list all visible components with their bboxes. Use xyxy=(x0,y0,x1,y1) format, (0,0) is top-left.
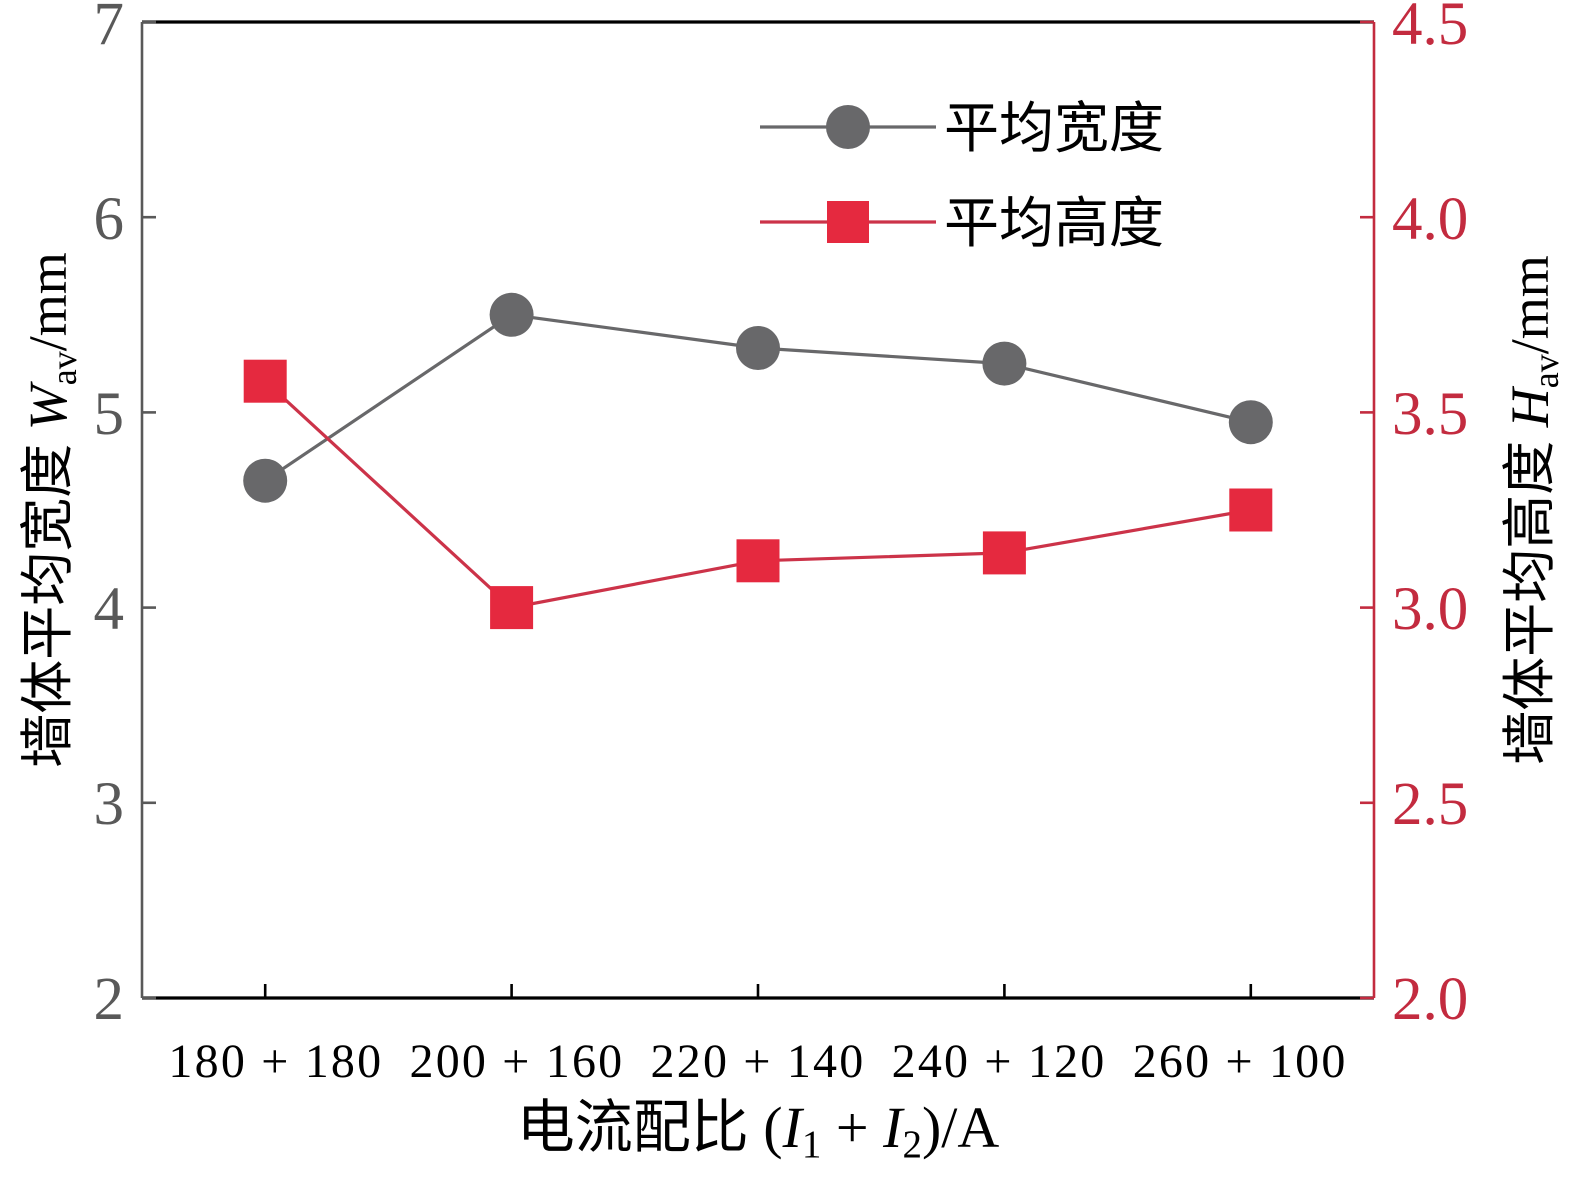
svg-text:180 + 180 200 + 160 220 + 140: 180 + 180 200 + 160 220 + 140 240 + 120 … xyxy=(168,1035,1347,1088)
svg-text:墙体平均宽度 Wav/mm: 墙体平均宽度 Wav/mm xyxy=(18,252,84,767)
svg-text:2: 2 xyxy=(94,966,125,1033)
svg-text:6: 6 xyxy=(94,186,125,253)
svg-text:3.0: 3.0 xyxy=(1392,576,1468,643)
svg-text:7: 7 xyxy=(94,0,125,58)
svg-text:4.5: 4.5 xyxy=(1392,0,1468,58)
svg-text:4: 4 xyxy=(94,576,125,643)
svg-text:电流配比 (I1 + I2)/A: 电流配比 (I1 + I2)/A xyxy=(517,1095,1000,1166)
svg-text:5: 5 xyxy=(94,381,125,448)
svg-text:2.0: 2.0 xyxy=(1392,966,1468,1033)
svg-text:墙体平均高度 Hav/mm: 墙体平均高度 Hav/mm xyxy=(1500,255,1566,765)
svg-text:3.5: 3.5 xyxy=(1392,381,1468,448)
svg-text:平均宽度: 平均宽度 xyxy=(944,98,1164,159)
svg-text:3: 3 xyxy=(94,771,125,838)
svg-text:平均高度: 平均高度 xyxy=(944,193,1164,254)
svg-text:4.0: 4.0 xyxy=(1392,186,1468,253)
svg-text:2.5: 2.5 xyxy=(1392,771,1468,838)
